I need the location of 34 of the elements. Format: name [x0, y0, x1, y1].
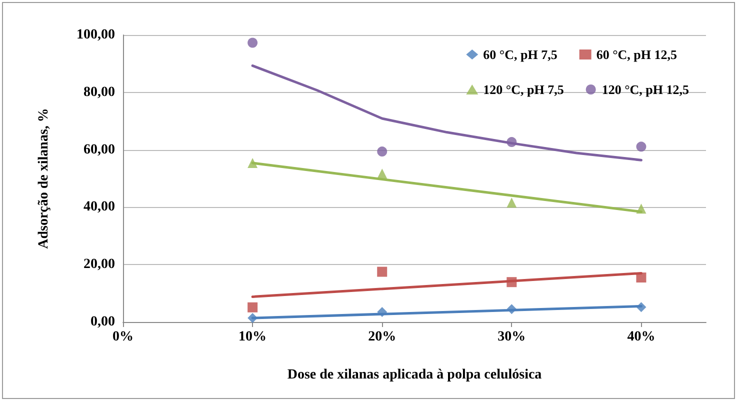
- point: [506, 304, 517, 314]
- y-tick-label: 20,00: [84, 257, 115, 272]
- x-tick-label: 20%: [368, 330, 396, 344]
- y-axis-title: Adsorção de xilanas, %: [36, 108, 52, 249]
- point: [248, 312, 258, 323]
- point: [248, 38, 258, 48]
- legend-label: 120 °C, pH 12,5: [602, 82, 690, 97]
- x-axis-title: Dose de xilanas aplicada à polpa celulósica: [287, 368, 542, 382]
- point: [377, 266, 388, 277]
- point: [636, 302, 646, 312]
- y-tick-label: 80,00: [84, 84, 115, 100]
- legend-label: 60 °C, pH 7,5: [483, 47, 558, 62]
- point: [377, 146, 388, 157]
- point: [636, 272, 646, 283]
- x-tick-label: 10%: [238, 330, 267, 344]
- x-tick-label: 0%: [112, 330, 134, 344]
- point: [506, 198, 517, 208]
- legend-label: 120 °C, pH 7,5: [483, 82, 564, 97]
- x-tick-label: 30%: [498, 330, 526, 344]
- point: [636, 142, 646, 152]
- line-series: [251, 64, 642, 162]
- y-tick-label: 100,00: [76, 28, 115, 42]
- y-tick-label: 60,00: [84, 142, 115, 158]
- point: [377, 168, 388, 179]
- y-tick-label: 40,00: [84, 200, 115, 215]
- point: [248, 302, 258, 312]
- point: [506, 277, 517, 288]
- point: [377, 306, 388, 317]
- x-tick-label: 40%: [627, 330, 656, 344]
- point: [636, 204, 646, 214]
- legend-label: 60 °C, pH 12,5: [596, 47, 678, 62]
- y-tick-label: 0,00: [90, 314, 115, 330]
- point: [248, 158, 258, 168]
- point: [506, 137, 517, 148]
